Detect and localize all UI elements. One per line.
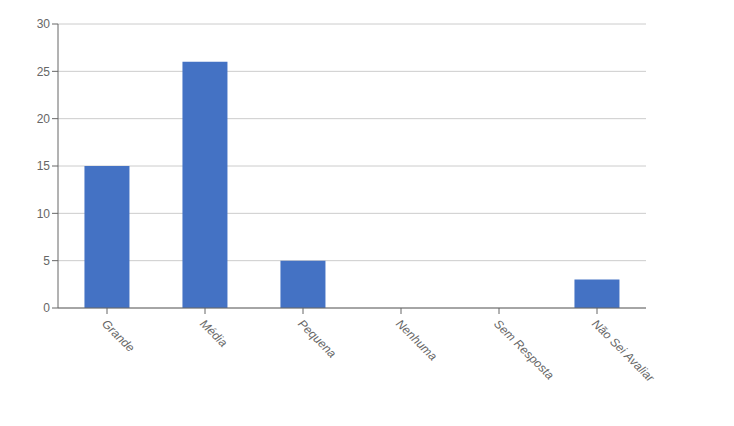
svg-text:5: 5: [43, 254, 50, 268]
svg-text:Pequena: Pequena: [295, 317, 339, 361]
svg-text:Nenhuma: Nenhuma: [393, 317, 440, 364]
svg-text:Grande: Grande: [99, 317, 137, 355]
svg-text:20: 20: [37, 112, 51, 126]
svg-text:15: 15: [37, 159, 51, 173]
svg-text:25: 25: [37, 65, 51, 79]
svg-text:Não Sei Avaliar: Não Sei Avaliar: [589, 317, 658, 386]
svg-text:30: 30: [37, 17, 51, 31]
svg-text:Média: Média: [197, 317, 230, 350]
svg-text:10: 10: [37, 207, 51, 221]
svg-text:Sem Resposta: Sem Resposta: [491, 317, 557, 383]
svg-text:0: 0: [43, 301, 50, 315]
